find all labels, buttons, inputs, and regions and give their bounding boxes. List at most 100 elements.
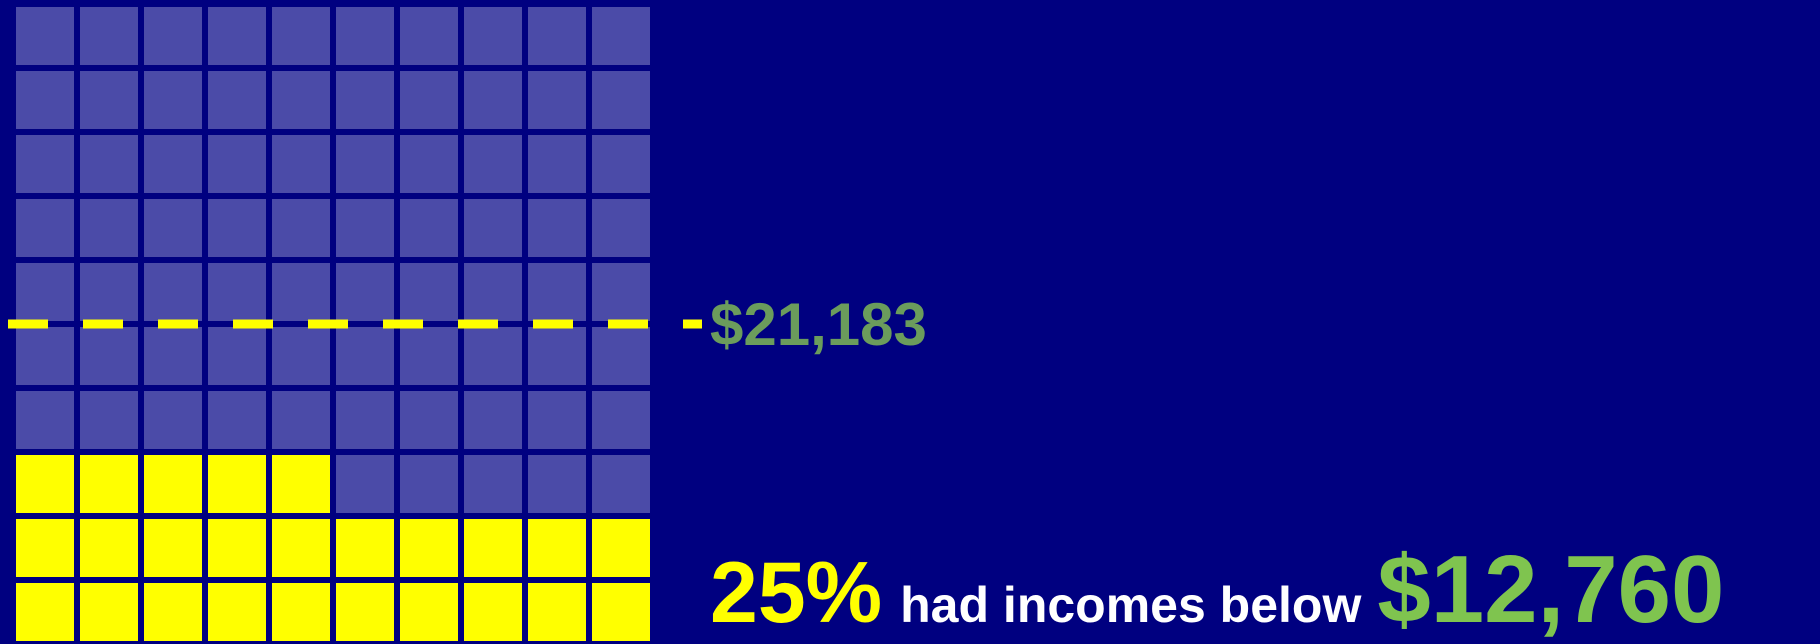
filled-cell: [208, 455, 266, 513]
empty-cell: [144, 199, 202, 257]
empty-cell: [208, 135, 266, 193]
empty-cell: [80, 7, 138, 65]
empty-cell: [592, 327, 650, 385]
reference-label: $21,183: [710, 291, 927, 358]
empty-cell: [336, 71, 394, 129]
filled-cell: [16, 583, 74, 641]
empty-cell: [336, 135, 394, 193]
filled-cell: [400, 519, 458, 577]
filled-cell: [336, 583, 394, 641]
filled-cell: [144, 519, 202, 577]
empty-cell: [528, 135, 586, 193]
filled-cell: [272, 583, 330, 641]
empty-cell: [272, 135, 330, 193]
empty-cell: [80, 199, 138, 257]
empty-cell: [592, 7, 650, 65]
empty-cell: [592, 391, 650, 449]
filled-cell: [16, 455, 74, 513]
empty-cell: [336, 391, 394, 449]
filled-cell: [144, 583, 202, 641]
empty-cell: [16, 327, 74, 385]
empty-cell: [464, 327, 522, 385]
empty-cell: [144, 391, 202, 449]
empty-cell: [400, 263, 458, 321]
empty-cell: [336, 455, 394, 513]
filled-cell: [80, 583, 138, 641]
empty-cell: [16, 7, 74, 65]
empty-cell: [528, 455, 586, 513]
caption: 25% had incomes below $12,760: [710, 536, 1724, 643]
filled-cell: [208, 519, 266, 577]
empty-cell: [592, 199, 650, 257]
filled-cell: [528, 519, 586, 577]
empty-cell: [336, 263, 394, 321]
empty-cell: [272, 327, 330, 385]
empty-cell: [208, 71, 266, 129]
empty-cell: [16, 199, 74, 257]
filled-cell: [144, 455, 202, 513]
empty-cell: [144, 263, 202, 321]
empty-cell: [144, 7, 202, 65]
empty-cell: [464, 263, 522, 321]
empty-cell: [272, 71, 330, 129]
empty-cell: [592, 455, 650, 513]
empty-cell: [528, 263, 586, 321]
empty-cell: [400, 135, 458, 193]
caption-text: had incomes below: [900, 577, 1361, 633]
empty-cell: [80, 327, 138, 385]
empty-cell: [144, 71, 202, 129]
empty-cell: [336, 199, 394, 257]
empty-cell: [208, 263, 266, 321]
empty-cell: [400, 71, 458, 129]
empty-cell: [464, 135, 522, 193]
empty-cell: [400, 391, 458, 449]
empty-cell: [464, 7, 522, 65]
filled-cell: [464, 519, 522, 577]
empty-cell: [528, 71, 586, 129]
value-label: 25%: [710, 545, 882, 641]
empty-cell: [16, 71, 74, 129]
filled-cell: [528, 583, 586, 641]
empty-cell: [16, 263, 74, 321]
empty-cell: [336, 7, 394, 65]
empty-cell: [208, 391, 266, 449]
empty-cell: [592, 71, 650, 129]
empty-cell: [144, 327, 202, 385]
filled-cell: [272, 519, 330, 577]
empty-cell: [464, 455, 522, 513]
filled-cell: [592, 519, 650, 577]
filled-cell: [592, 583, 650, 641]
empty-cell: [528, 199, 586, 257]
empty-cell: [528, 327, 586, 385]
empty-cell: [272, 391, 330, 449]
filled-cell: [272, 455, 330, 513]
empty-cell: [272, 263, 330, 321]
empty-cell: [80, 71, 138, 129]
empty-cell: [400, 7, 458, 65]
empty-cell: [272, 199, 330, 257]
empty-cell: [272, 7, 330, 65]
empty-cell: [80, 263, 138, 321]
empty-cell: [592, 263, 650, 321]
empty-cell: [464, 199, 522, 257]
empty-cell: [528, 391, 586, 449]
empty-cell: [464, 391, 522, 449]
filled-cell: [400, 583, 458, 641]
empty-cell: [208, 7, 266, 65]
empty-cell: [80, 135, 138, 193]
empty-cell: [400, 199, 458, 257]
filled-cell: [80, 455, 138, 513]
filled-cell: [80, 519, 138, 577]
empty-cell: [592, 135, 650, 193]
empty-cell: [400, 455, 458, 513]
empty-cell: [400, 327, 458, 385]
empty-cell: [336, 327, 394, 385]
empty-cell: [464, 71, 522, 129]
empty-cell: [16, 391, 74, 449]
filled-cell: [336, 519, 394, 577]
filled-cell: [208, 583, 266, 641]
empty-cell: [144, 135, 202, 193]
filled-cell: [464, 583, 522, 641]
filled-cell: [16, 519, 74, 577]
